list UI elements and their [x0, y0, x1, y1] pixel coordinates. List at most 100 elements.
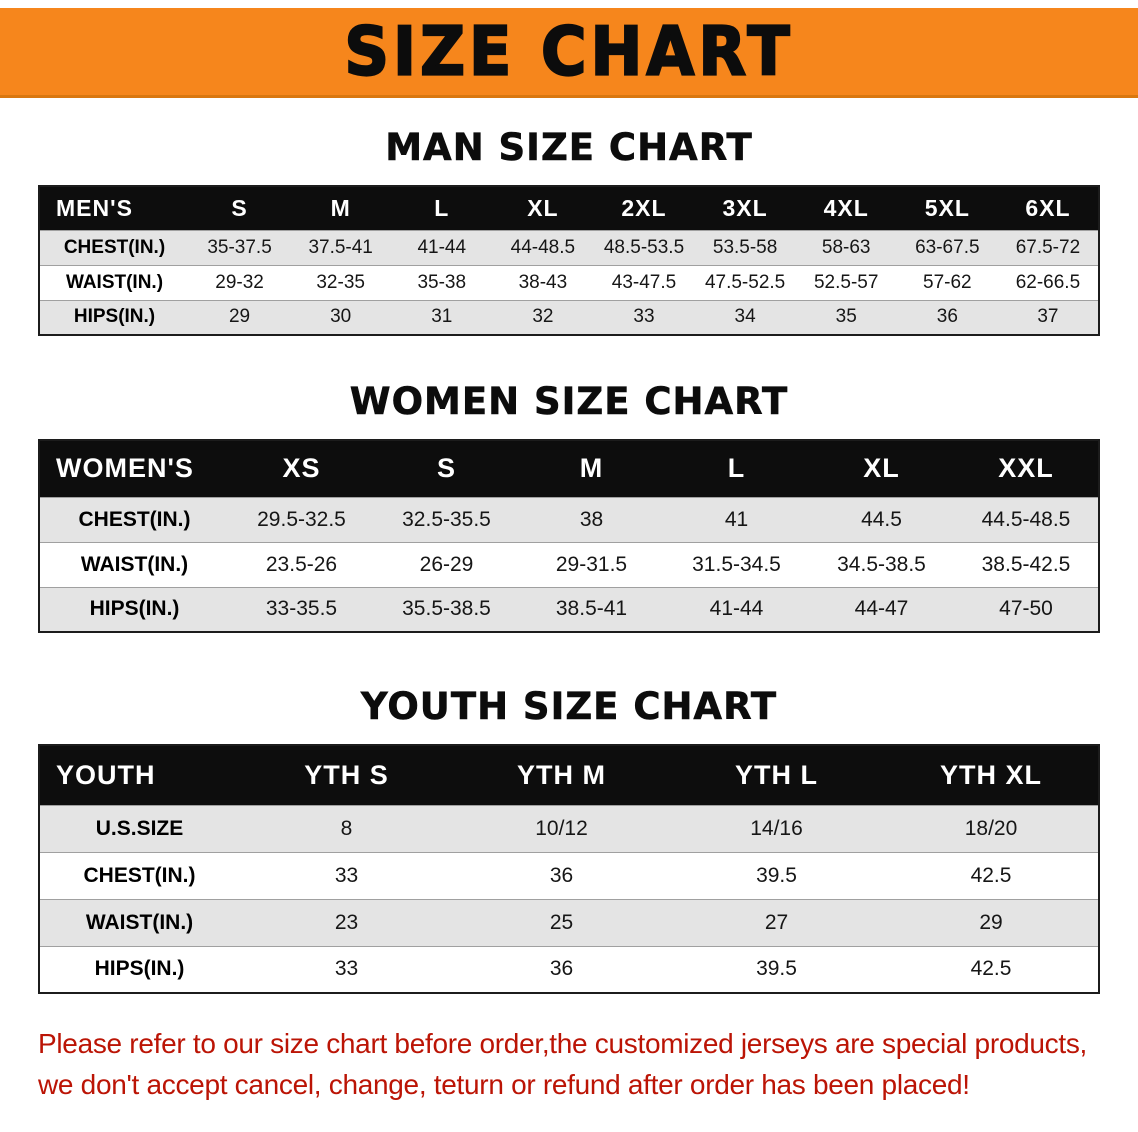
size-column-header: 6XL	[997, 186, 1099, 230]
value-cell: 29-32	[189, 264, 291, 300]
value-cell: 35	[795, 299, 897, 335]
value-cell: 38-43	[492, 264, 594, 300]
size-column-header: L	[664, 440, 809, 497]
row-label: CHEST(IN.)	[39, 496, 229, 542]
disclaimer-line-1: Please refer to our size chart before or…	[38, 1028, 1088, 1059]
row-label: WAIST(IN.)	[39, 264, 189, 300]
value-cell: 36	[454, 851, 669, 899]
table-header-row: MEN'S S M L XL 2XL 3XL 4XL 5XL 6XL	[39, 186, 1099, 230]
section-title-women: WOMEN SIZE CHART	[349, 380, 789, 424]
value-cell: 44-47	[809, 586, 954, 632]
table-row: CHEST(IN.) 29.5-32.5 32.5-35.5 38 41 44.5 44.5…	[39, 496, 1099, 542]
size-column-header: M	[290, 186, 392, 230]
value-cell: 37.5-41	[290, 229, 392, 265]
section-title-men: MAN SIZE CHART	[385, 126, 753, 170]
value-cell: 26-29	[374, 541, 519, 587]
table-row: WAIST(IN.) 23.5-26 26-29 29-31.5 31.5-34.5 34…	[39, 541, 1099, 587]
size-column-header: YTH M	[454, 745, 669, 805]
value-cell: 35-37.5	[189, 229, 291, 265]
value-cell: 41	[664, 496, 809, 542]
value-cell: 14/16	[669, 804, 884, 852]
size-column-header: XS	[229, 440, 374, 497]
size-column-header: XXL	[954, 440, 1099, 497]
value-cell: 39.5	[669, 945, 884, 993]
men-size-table: MEN'S S M L XL 2XL 3XL 4XL 5XL 6XL CHEST(IN.) 35-37…	[38, 185, 1100, 336]
value-cell: 10/12	[454, 804, 669, 852]
value-cell: 41-44	[391, 229, 493, 265]
value-cell: 33	[239, 851, 454, 899]
value-cell: 63-67.5	[896, 229, 998, 265]
value-cell: 29	[884, 898, 1099, 946]
value-cell: 42.5	[884, 851, 1099, 899]
youth-size-table: YOUTH YTH S YTH M YTH L YTH XL U.S.SIZE 8 10/12…	[38, 744, 1100, 994]
value-cell: 48.5-53.5	[593, 229, 695, 265]
table-corner-label: WOMEN'S	[39, 440, 229, 497]
value-cell: 32-35	[290, 264, 392, 300]
value-cell: 57-62	[896, 264, 998, 300]
value-cell: 29.5-32.5	[229, 496, 374, 542]
value-cell: 31.5-34.5	[664, 541, 809, 587]
value-cell: 33	[593, 299, 695, 335]
value-cell: 53.5-58	[694, 229, 796, 265]
value-cell: 36	[454, 945, 669, 993]
value-cell: 35.5-38.5	[374, 586, 519, 632]
value-cell: 58-63	[795, 229, 897, 265]
value-cell: 44.5-48.5	[954, 496, 1099, 542]
row-label: CHEST(IN.)	[39, 229, 189, 265]
value-cell: 42.5	[884, 945, 1099, 993]
table-row: U.S.SIZE 8 10/12 14/16 18/20	[39, 804, 1099, 852]
size-column-header: 4XL	[795, 186, 897, 230]
value-cell: 29	[189, 299, 291, 335]
value-cell: 27	[669, 898, 884, 946]
value-cell: 8	[239, 804, 454, 852]
size-column-header: YTH XL	[884, 745, 1099, 805]
size-column-header: L	[391, 186, 493, 230]
disclaimer-line-2: we don't accept cancel, change, teturn o…	[38, 1068, 970, 1100]
women-size-table: WOMEN'S XS S M L XL XXL CHEST(IN.) 29.5-32.5 32.5…	[38, 439, 1100, 633]
value-cell: 32	[492, 299, 594, 335]
size-column-header: XL	[809, 440, 954, 497]
section-women: WOMEN SIZE CHART WOMEN'S XS S M L XL XXL CHEST(…	[0, 380, 1138, 633]
value-cell: 38.5-41	[519, 586, 664, 632]
value-cell: 37	[997, 299, 1099, 335]
size-column-header: M	[519, 440, 664, 497]
size-column-header: 2XL	[593, 186, 695, 230]
table-corner-label: MEN'S	[39, 186, 189, 230]
row-label: HIPS(IN.)	[39, 945, 239, 993]
value-cell: 33-35.5	[229, 586, 374, 632]
value-cell: 41-44	[664, 586, 809, 632]
table-row: HIPS(IN.) 29 30 31 32 33 34 35 36 37	[39, 299, 1099, 335]
table-row: HIPS(IN.) 33-35.5 35.5-38.5 38.5-41 41-44 44-…	[39, 586, 1099, 632]
row-label: CHEST(IN.)	[39, 851, 239, 899]
value-cell: 23.5-26	[229, 541, 374, 587]
table-row: CHEST(IN.) 35-37.5 37.5-41 41-44 44-48.5 48.5…	[39, 229, 1099, 265]
value-cell: 34.5-38.5	[809, 541, 954, 587]
row-label: HIPS(IN.)	[39, 299, 189, 335]
value-cell: 18/20	[884, 804, 1099, 852]
size-column-header: YTH S	[239, 745, 454, 805]
table-row: WAIST(IN.) 23 25 27 29	[39, 898, 1099, 946]
table-row: HIPS(IN.) 33 36 39.5 42.5	[39, 945, 1099, 993]
row-label: WAIST(IN.)	[39, 541, 229, 587]
table-row: WAIST(IN.) 29-32 32-35 35-38 38-43 43-47.5 47.…	[39, 264, 1099, 300]
value-cell: 39.5	[669, 851, 884, 899]
table-header-row: WOMEN'S XS S M L XL XXL	[39, 440, 1099, 497]
value-cell: 47.5-52.5	[694, 264, 796, 300]
value-cell: 62-66.5	[997, 264, 1099, 300]
size-column-header: YTH L	[669, 745, 884, 805]
size-column-header: 3XL	[694, 186, 796, 230]
section-title-youth: YOUTH SIZE CHART	[360, 685, 778, 729]
value-cell: 43-47.5	[593, 264, 695, 300]
value-cell: 34	[694, 299, 796, 335]
value-cell: 29-31.5	[519, 541, 664, 587]
table-row: CHEST(IN.) 33 36 39.5 42.5	[39, 851, 1099, 899]
value-cell: 67.5-72	[997, 229, 1099, 265]
value-cell: 35-38	[391, 264, 493, 300]
value-cell: 38.5-42.5	[954, 541, 1099, 587]
section-youth: YOUTH SIZE CHART YOUTH YTH S YTH M YTH L YTH…	[0, 685, 1138, 994]
value-cell: 25	[454, 898, 669, 946]
row-label: HIPS(IN.)	[39, 586, 229, 632]
row-label: U.S.SIZE	[39, 804, 239, 852]
value-cell: 44.5	[809, 496, 954, 542]
